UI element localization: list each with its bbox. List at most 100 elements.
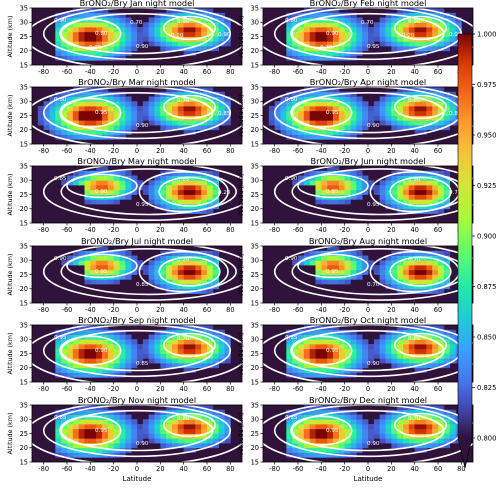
- heatmap-cell: [102, 31, 109, 37]
- heatmap-cell: [137, 27, 144, 33]
- heatmap-cell: [315, 428, 322, 434]
- heatmap-cell: [102, 27, 109, 33]
- x-tick-label: 0: [366, 385, 370, 393]
- heatmap-cell: [84, 36, 91, 42]
- heatmap-cell: [362, 260, 369, 266]
- contour-label: 0.90: [367, 123, 380, 129]
- heatmap-cell: [344, 428, 351, 434]
- heatmap-cell: [391, 46, 398, 52]
- contour-label: 0.85: [285, 335, 298, 341]
- heatmap-cell: [298, 424, 305, 430]
- heatmap-cell: [166, 288, 173, 294]
- heatmap-cell: [172, 36, 179, 42]
- contour-label: 0.20: [171, 33, 184, 39]
- heatmap-cell: [84, 91, 91, 97]
- heatmap-cell: [414, 189, 421, 195]
- heatmap-cell: [102, 334, 109, 340]
- heatmap-cell: [166, 353, 173, 359]
- x-tick-label: 60: [203, 147, 211, 155]
- heatmap-cell: [368, 120, 375, 126]
- heatmap-cell: [403, 199, 410, 205]
- heatmap-cell: [102, 129, 109, 135]
- heatmap-cell: [379, 199, 386, 205]
- heatmap-cell: [148, 269, 155, 275]
- heatmap-cell: [309, 363, 316, 369]
- heatmap-cell: [189, 120, 196, 126]
- heatmap-cell: [189, 443, 196, 449]
- heatmap-cell: [303, 414, 311, 420]
- heatmap-cell: [183, 180, 190, 186]
- heatmap-cell: [177, 414, 185, 420]
- heatmap-cell: [420, 260, 427, 266]
- heatmap-cell: [298, 428, 305, 434]
- contour-line: [291, 91, 445, 134]
- heatmap-cell: [96, 115, 103, 121]
- y-tick-label: 30: [20, 19, 28, 27]
- heatmap-cell: [397, 358, 404, 364]
- heatmap-cell: [338, 106, 346, 112]
- heatmap-cell: [172, 204, 179, 210]
- x-tick-label: 0: [366, 465, 370, 473]
- heatmap-cell: [183, 120, 190, 126]
- heatmap-cell: [49, 115, 56, 121]
- heatmap-cell: [148, 353, 155, 359]
- heatmap-cell: [403, 110, 410, 116]
- heatmap-cell: [397, 175, 404, 181]
- heatmap-cell: [391, 348, 398, 354]
- heatmap-cell: [218, 419, 225, 425]
- heatmap-cell: [333, 106, 340, 112]
- heatmap-cell: [142, 185, 150, 191]
- contour-label: 0.90: [408, 177, 421, 183]
- heatmap-cell: [90, 134, 97, 140]
- contour-label: 0.90: [136, 441, 149, 447]
- heatmap-cell: [379, 414, 386, 420]
- heatmap-cell: [321, 185, 328, 191]
- heatmap-cell: [303, 433, 311, 439]
- heatmap-cell: [298, 452, 305, 458]
- heatmap-cell: [201, 180, 208, 186]
- heatmap-cell: [189, 185, 196, 191]
- heatmap-cell: [350, 189, 357, 195]
- heatmap-cell: [61, 414, 68, 420]
- heatmap-cell: [67, 367, 74, 373]
- heatmap-cell: [131, 22, 138, 28]
- heatmap-cell: [61, 22, 68, 28]
- heatmap-cell: [218, 353, 225, 359]
- heatmap-cell: [96, 46, 103, 52]
- heatmap-cell: [333, 438, 340, 444]
- heatmap-cell: [350, 329, 357, 335]
- heatmap-cell: [303, 106, 311, 112]
- heatmap-cell: [292, 344, 299, 350]
- heatmap-cell: [37, 110, 45, 116]
- heatmap-cell: [172, 424, 179, 430]
- heatmap-cell: [148, 265, 155, 271]
- heatmap-cell: [303, 443, 311, 449]
- heatmap-cell: [350, 110, 357, 116]
- heatmap-cell: [298, 50, 305, 56]
- heatmap-cell: [327, 27, 334, 33]
- y-tick-label: 20: [251, 205, 259, 213]
- heatmap-cell: [350, 170, 357, 176]
- heatmap-cell: [212, 91, 220, 97]
- heatmap-cell: [160, 419, 167, 425]
- x-tick-label: -40: [316, 226, 327, 234]
- heatmap-cell: [362, 115, 369, 121]
- heatmap-cell: [408, 260, 416, 266]
- heatmap-cell: [78, 87, 85, 93]
- heatmap-cell: [84, 260, 91, 266]
- x-tick-label: -80: [38, 465, 49, 473]
- heatmap-cell: [438, 265, 445, 271]
- y-tick-label: 20: [251, 364, 259, 372]
- heatmap-cell: [72, 180, 80, 186]
- heatmap-cell: [78, 12, 85, 18]
- colorbar-tick-label: 0.800: [477, 434, 496, 442]
- heatmap-cell: [148, 419, 155, 425]
- x-tick-label: 40: [410, 226, 418, 234]
- y-tick-label: 25: [20, 271, 28, 279]
- heatmap-cell: [212, 101, 220, 107]
- heatmap-cell: [333, 250, 340, 256]
- heatmap-cell: [432, 27, 439, 33]
- heatmap-cell: [298, 129, 305, 135]
- panel-title: BrONO₂/Bry Oct night model: [310, 315, 426, 325]
- heatmap-cell: [125, 96, 132, 102]
